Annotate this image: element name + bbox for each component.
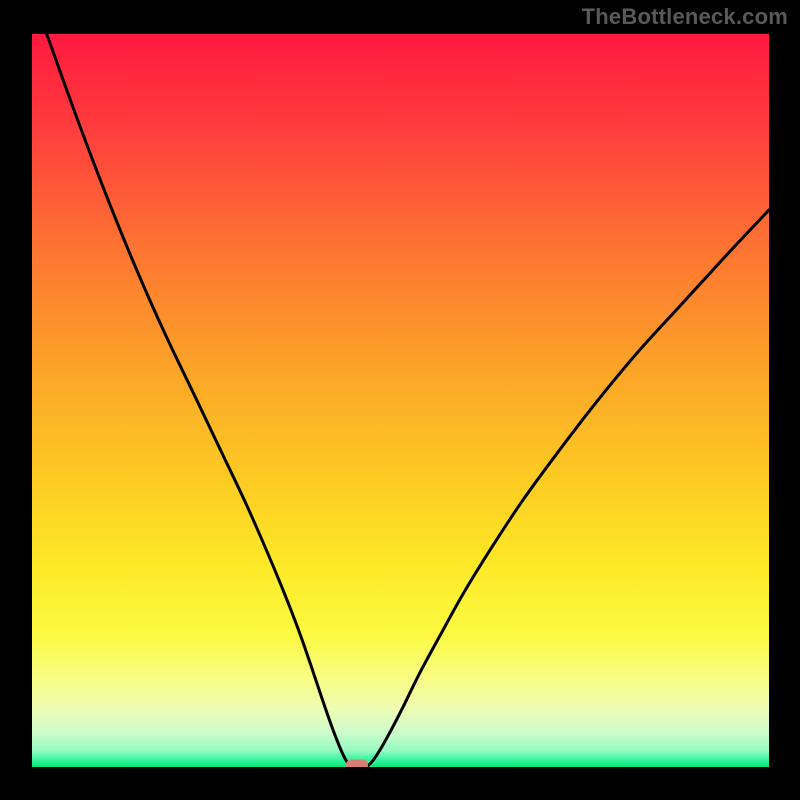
chart-canvas: TheBottleneck.com [0,0,800,800]
watermark-text: TheBottleneck.com [582,4,788,30]
gradient-background [32,34,769,767]
plot-area [32,34,769,767]
minimum-marker [346,759,368,767]
